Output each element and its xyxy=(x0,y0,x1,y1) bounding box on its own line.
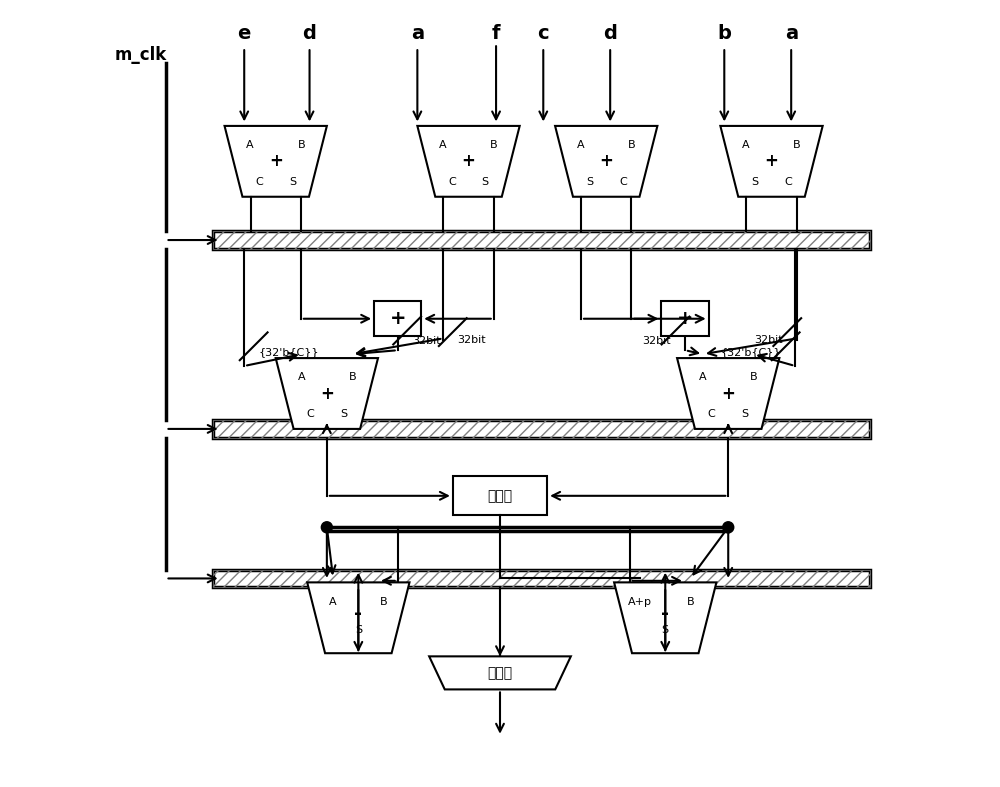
Text: +: + xyxy=(389,309,406,328)
Text: B: B xyxy=(297,140,305,150)
Text: +: + xyxy=(599,153,613,170)
Text: d: d xyxy=(603,24,617,43)
Text: S: S xyxy=(751,177,758,187)
Text: B: B xyxy=(793,140,801,150)
Text: +: + xyxy=(765,153,778,170)
Text: C: C xyxy=(448,177,456,187)
Circle shape xyxy=(321,522,332,533)
Text: 选择器: 选择器 xyxy=(487,666,513,680)
Text: f: f xyxy=(492,24,500,43)
Text: S: S xyxy=(741,409,748,419)
Text: A: A xyxy=(742,140,750,150)
Text: S: S xyxy=(586,177,593,187)
Text: e: e xyxy=(238,24,251,43)
FancyBboxPatch shape xyxy=(213,420,870,438)
Text: b: b xyxy=(717,24,731,43)
Text: C: C xyxy=(619,177,627,187)
Text: C: C xyxy=(708,409,715,419)
Polygon shape xyxy=(720,126,823,197)
Text: S: S xyxy=(355,625,362,634)
Text: a: a xyxy=(411,24,424,43)
Text: B: B xyxy=(628,140,636,150)
Text: C: C xyxy=(306,409,314,419)
Text: +: + xyxy=(677,309,693,328)
Text: A: A xyxy=(297,372,305,382)
Text: B: B xyxy=(687,597,695,607)
Text: S: S xyxy=(289,177,296,187)
Text: +: + xyxy=(320,385,334,402)
Text: +: + xyxy=(462,153,475,170)
Text: {32'b{C}}: {32'b{C}} xyxy=(258,347,319,357)
Text: 32bit: 32bit xyxy=(754,335,783,345)
Polygon shape xyxy=(677,358,779,429)
Text: A: A xyxy=(699,372,706,382)
Polygon shape xyxy=(429,656,571,689)
Polygon shape xyxy=(614,582,716,653)
Text: S: S xyxy=(340,409,347,419)
Polygon shape xyxy=(417,126,520,197)
Text: B: B xyxy=(750,372,758,382)
Text: m_clk: m_clk xyxy=(114,46,167,64)
Text: B: B xyxy=(490,140,498,150)
Text: +: + xyxy=(269,153,283,170)
Text: C: C xyxy=(784,177,792,187)
Text: B: B xyxy=(349,372,356,382)
Circle shape xyxy=(723,522,734,533)
Polygon shape xyxy=(276,358,378,429)
Text: d: d xyxy=(303,24,316,43)
Text: 32bit: 32bit xyxy=(642,336,671,345)
Text: a: a xyxy=(785,24,798,43)
Polygon shape xyxy=(307,582,409,653)
Text: {32'b{C}}: {32'b{C}} xyxy=(720,347,781,357)
FancyBboxPatch shape xyxy=(453,476,547,515)
Text: A+p: A+p xyxy=(628,597,652,607)
FancyBboxPatch shape xyxy=(213,231,870,249)
Polygon shape xyxy=(555,126,657,197)
Text: C: C xyxy=(255,177,263,187)
Polygon shape xyxy=(225,126,327,197)
Text: 比较器: 比较器 xyxy=(487,489,513,503)
Text: A: A xyxy=(439,140,447,150)
Text: S: S xyxy=(662,625,669,634)
Text: -: - xyxy=(661,604,669,623)
Text: S: S xyxy=(482,177,489,187)
Text: 32bit: 32bit xyxy=(458,335,486,345)
Text: 32bit: 32bit xyxy=(412,336,440,345)
Text: c: c xyxy=(537,24,549,43)
FancyBboxPatch shape xyxy=(661,301,709,337)
Text: A: A xyxy=(329,597,337,607)
FancyBboxPatch shape xyxy=(213,570,870,587)
Text: A: A xyxy=(577,140,584,150)
Text: +: + xyxy=(721,385,735,402)
Text: B: B xyxy=(380,597,388,607)
FancyBboxPatch shape xyxy=(374,301,421,337)
Text: -: - xyxy=(354,604,362,623)
Text: A: A xyxy=(246,140,254,150)
